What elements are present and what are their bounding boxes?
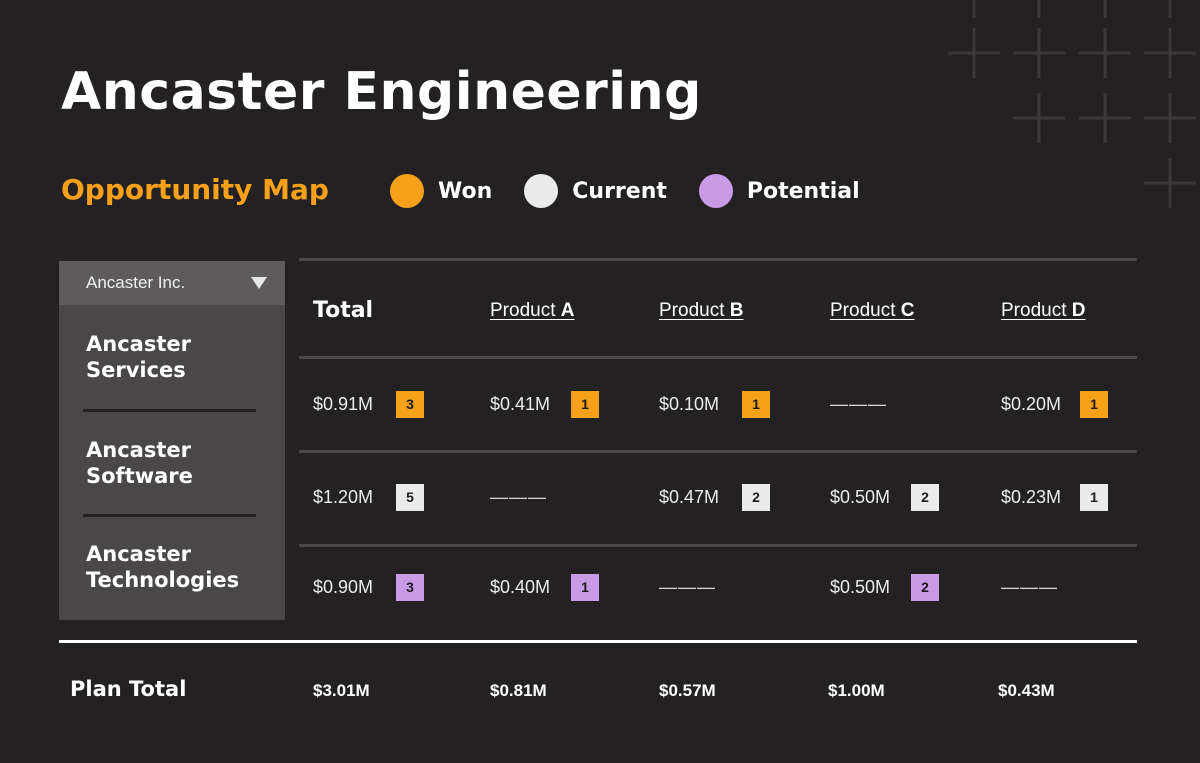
table-cell: ——— (659, 573, 716, 601)
table-cell: ——— (830, 390, 887, 418)
sidebar-item-services[interactable]: Ancaster Services (86, 331, 266, 383)
cell-value: $0.41M (490, 393, 551, 414)
legend-label: Potential (746, 178, 860, 204)
plan-total-value: $1.00M (828, 681, 885, 700)
total-divider (59, 640, 1137, 643)
empty-dash: ——— (490, 486, 547, 507)
cell-value: $0.91M (313, 393, 374, 414)
count-badge: 5 (396, 483, 424, 511)
plan-total-value: $0.57M (659, 681, 716, 700)
header-prefix: Product (659, 300, 730, 321)
header-prefix: Product (1001, 300, 1072, 321)
empty-dash: ——— (830, 393, 887, 414)
potential-dot-icon (698, 174, 733, 208)
header-prefix: Product (490, 300, 561, 321)
sidebar-item-label: Software (86, 464, 193, 488)
table-cell: $1.20M 5 (313, 483, 424, 511)
plan-total-value: $0.43M (998, 681, 1055, 700)
legend-item-current: Current (524, 174, 667, 208)
cell-value: $0.50M (830, 576, 891, 597)
cell-value: $1.20M (313, 486, 374, 507)
table-cell: $0.47M 2 (659, 483, 770, 511)
header-prefix: Product (830, 300, 901, 321)
sidebar-item-label: Ancaster (86, 542, 191, 566)
column-header-product-b[interactable]: Product B (659, 300, 744, 322)
page-subtitle: Opportunity Map (61, 173, 329, 206)
chevron-down-icon (251, 277, 267, 289)
legend-label: Current (572, 178, 667, 204)
count-badge: 1 (571, 573, 599, 601)
column-header-total: Total (313, 298, 374, 323)
sidebar-divider (83, 514, 256, 517)
count-badge: 1 (1080, 483, 1108, 511)
sidebar-item-software[interactable]: Ancaster Software (86, 437, 266, 489)
legend-item-won: Won (390, 174, 492, 208)
cell-value: $0.47M (659, 486, 720, 507)
dropdown-label: Ancaster Inc. (86, 273, 186, 292)
plan-total-value: $0.81M (490, 681, 547, 700)
company-dropdown[interactable]: Ancaster Inc. (59, 261, 285, 305)
column-header-product-d[interactable]: Product D (1001, 300, 1086, 322)
table-cell: $0.40M 1 (490, 573, 599, 601)
cell-value: $0.23M (1001, 486, 1062, 507)
cell-value: $0.10M (659, 393, 720, 414)
count-badge: 2 (911, 573, 939, 601)
count-badge: 1 (1080, 390, 1108, 418)
sidebar-divider (83, 409, 256, 412)
plan-total-label: Plan Total (70, 677, 187, 701)
legend: Won Current Potential (390, 174, 892, 208)
table-cell: $0.91M 3 (313, 390, 424, 418)
company-sidebar: Ancaster Inc. Ancaster Services Ancaster… (59, 261, 285, 620)
table-divider (299, 450, 1137, 453)
sidebar-item-label: Services (86, 358, 186, 382)
header-letter: B (729, 300, 744, 321)
cell-value: $0.50M (830, 486, 891, 507)
table-cell: $0.50M 2 (830, 573, 939, 601)
sidebar-item-technologies[interactable]: Ancaster Technologies (86, 541, 266, 593)
cell-value: $0.90M (313, 576, 374, 597)
count-badge: 1 (742, 390, 770, 418)
column-header-product-a[interactable]: Product A (490, 300, 575, 322)
empty-dash: ——— (659, 576, 716, 597)
legend-item-potential: Potential (698, 174, 860, 208)
cell-value: $0.20M (1001, 393, 1062, 414)
table-cell: $0.10M 1 (659, 390, 770, 418)
table-cell: $0.41M 1 (490, 390, 599, 418)
table-divider (299, 356, 1137, 359)
table-cell: $0.20M 1 (1001, 390, 1108, 418)
count-badge: 3 (396, 573, 424, 601)
page-title: Ancaster Engineering (61, 62, 702, 122)
table-cell: $0.23M 1 (1001, 483, 1108, 511)
table-cell: ——— (1001, 573, 1058, 601)
count-badge: 2 (742, 483, 770, 511)
plan-total-value: $3.01M (313, 681, 370, 700)
column-header-product-c[interactable]: Product C (830, 300, 915, 322)
header-letter: D (1071, 300, 1086, 321)
won-dot-icon (390, 174, 424, 208)
table-divider (299, 544, 1137, 547)
table-cell: $0.50M 2 (830, 483, 939, 511)
empty-dash: ——— (1001, 576, 1058, 597)
table-cell: $0.90M 3 (313, 573, 424, 601)
count-badge: 2 (911, 483, 939, 511)
table-divider (299, 258, 1137, 261)
legend-label: Won (438, 178, 493, 204)
sidebar-item-label: Ancaster (86, 332, 191, 356)
sidebar-item-label: Technologies (86, 568, 240, 592)
header-letter: A (560, 300, 575, 321)
table-cell: ——— (490, 483, 547, 511)
current-dot-icon (524, 174, 559, 208)
cell-value: $0.40M (490, 576, 551, 597)
header-letter: C (900, 300, 915, 321)
sidebar-item-label: Ancaster (86, 438, 191, 462)
count-badge: 3 (396, 390, 424, 418)
count-badge: 1 (571, 390, 599, 418)
